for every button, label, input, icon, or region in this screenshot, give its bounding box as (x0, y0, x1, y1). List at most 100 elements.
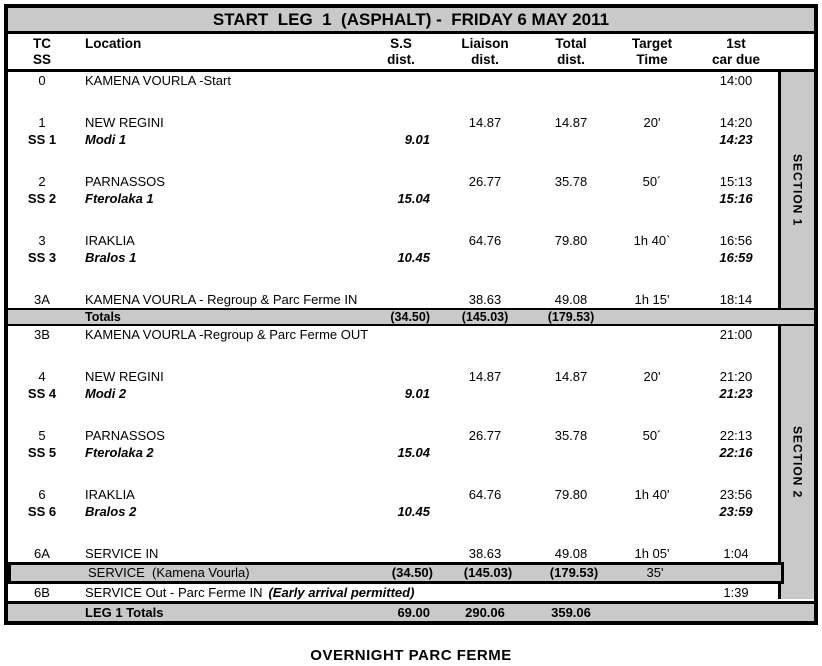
location-cell: Modi 2 (76, 385, 364, 402)
ss-dist-cell: (34.50) (367, 565, 441, 581)
location-cell: LEG 1 Totals (76, 604, 364, 621)
header-location: Location (85, 36, 142, 51)
first-car-due-cell: 1:39 (694, 584, 778, 601)
location-cell: IRAKLIA (76, 486, 364, 503)
total-dist-cell (532, 503, 610, 520)
first-car-due-cell-text: 15:13 (719, 174, 753, 189)
tc-cell-text: SS 6 (27, 504, 57, 519)
total-dist-cell-text: 79.80 (554, 233, 588, 248)
ss-dist-cell (364, 545, 438, 562)
row-filler (778, 503, 814, 520)
location-cell-text: IRAKLIA (85, 487, 135, 502)
total-dist-cell (532, 385, 610, 402)
ss-dist-cell-text: 15.04 (397, 445, 430, 460)
first-car-due-cell: 15:16 (694, 190, 778, 207)
total-dist-cell: 14.87 (532, 114, 610, 131)
liaison-dist-cell-text: (145.03) (463, 565, 513, 580)
liaison-dist-cell (438, 249, 532, 266)
tc-cell (11, 565, 79, 581)
liaison-dist-cell (438, 584, 532, 601)
location-cell-text: KAMENA VOURLA -Start (85, 73, 231, 88)
header-target-time: Target Time (631, 36, 673, 67)
liaison-dist-cell (438, 190, 532, 207)
ss-dist-cell (364, 368, 438, 385)
tc-cell-text: SS 3 (27, 250, 57, 265)
first-car-due-cell: 15:13 (694, 173, 778, 190)
location-cell-text: SERVICE Out - Parc Ferme IN (85, 585, 263, 600)
spacer-row (8, 148, 814, 173)
tc-cell-text: SS 1 (27, 132, 57, 147)
tc-cell: 0 (8, 72, 76, 89)
liaison-dist-cell-text: 64.76 (468, 487, 502, 502)
stage-row: SS 1 Modi 1 9.01 14:23 (8, 131, 814, 148)
target-time-cell-text: 1h 15' (634, 292, 670, 307)
first-car-due-cell (694, 310, 778, 324)
ss-dist-cell: (34.50) (364, 310, 438, 324)
ss-dist-cell: 15.04 (364, 190, 438, 207)
stage-row: SS 5 Fterolaka 2 15.04 22:16 (8, 444, 814, 461)
row-filler (778, 232, 814, 249)
location-cell: PARNASSOS (76, 427, 364, 444)
total-dist-cell (532, 72, 610, 89)
total-dist-cell (532, 584, 610, 601)
liaison-dist-cell-text: (145.03) (461, 310, 509, 324)
section-1-label: SECTION 1 (790, 153, 805, 227)
header-ss-dist: S.S dist. (387, 36, 415, 67)
ss-dist-cell: 69.00 (364, 604, 438, 621)
target-time-cell-text: 50´ (642, 174, 662, 189)
row-filler (781, 565, 817, 581)
tc-cell: 2 (8, 173, 76, 190)
location-cell: KAMENA VOURLA -Regroup & Parc Ferme OUT (76, 326, 368, 343)
tc-cell: 3B (8, 326, 76, 343)
target-time-cell: 35' (613, 565, 697, 581)
first-car-due-cell-text: 16:59 (719, 250, 753, 265)
target-time-cell: 50´ (610, 173, 694, 190)
spacer-row (8, 266, 814, 291)
first-car-due-cell-text: 21:00 (719, 327, 753, 342)
row-filler (778, 427, 814, 444)
first-car-due-cell-text: 15:16 (719, 191, 753, 206)
ss-dist-cell (364, 486, 438, 503)
ss-dist-cell: 15.04 (364, 444, 438, 461)
first-car-due-cell: 14:20 (694, 114, 778, 131)
location-cell-text: Fterolaka 2 (85, 445, 154, 460)
first-car-due-cell: 23:56 (694, 486, 778, 503)
location-cell-text: KAMENA VOURLA - Regroup & Parc Ferme IN (85, 292, 358, 307)
total-dist-cell (532, 131, 610, 148)
target-time-cell: 1h 15' (610, 291, 694, 308)
tc-cell: SS 6 (8, 503, 76, 520)
location-cell: KAMENA VOURLA - Regroup & Parc Ferme IN (76, 291, 364, 308)
target-time-cell (610, 72, 694, 89)
tc-cell: 5 (8, 427, 76, 444)
header-filler (778, 36, 814, 68)
first-car-due-cell: 14:00 (694, 72, 778, 89)
total-dist-cell: 359.06 (532, 604, 610, 621)
tc-cell (8, 310, 76, 324)
header-total-dist: Total dist. (555, 36, 587, 67)
target-time-cell-text: 1h 40' (634, 487, 670, 502)
tc-cell-text: 5 (38, 428, 46, 443)
liaison-dist-cell: (145.03) (441, 565, 535, 581)
tc-cell-text: 1 (38, 115, 46, 130)
ss-dist-cell-text: 9.01 (404, 132, 430, 147)
target-time-cell-text: 35' (646, 565, 664, 580)
total-dist-cell-text: 359.06 (551, 605, 591, 620)
tc-row: 6A SERVICE IN 38.63 49.08 1h 05' 1:04 (8, 545, 814, 562)
tc-cell: SS 4 (8, 385, 76, 402)
tc-cell-text: 6B (34, 585, 50, 600)
ss-dist-cell: 9.01 (364, 385, 438, 402)
total-dist-cell-text: (179.53) (547, 310, 595, 324)
location-cell-text: PARNASSOS (85, 428, 165, 443)
liaison-dist-cell (438, 444, 532, 461)
total-dist-cell: 14.87 (532, 368, 610, 385)
tc-cell: SS 1 (8, 131, 76, 148)
liaison-dist-cell: 38.63 (438, 545, 532, 562)
itinerary-table: START LEG 1 (ASPHALT) - FRIDAY 6 MAY 201… (4, 4, 818, 625)
first-car-due-cell-text: 1:04 (723, 546, 749, 561)
target-time-cell (610, 444, 694, 461)
ss-dist-cell: 10.45 (364, 503, 438, 520)
target-time-cell (610, 249, 694, 266)
liaison-dist-cell-text: 64.76 (468, 233, 502, 248)
total-dist-cell-text: 49.08 (554, 546, 588, 561)
